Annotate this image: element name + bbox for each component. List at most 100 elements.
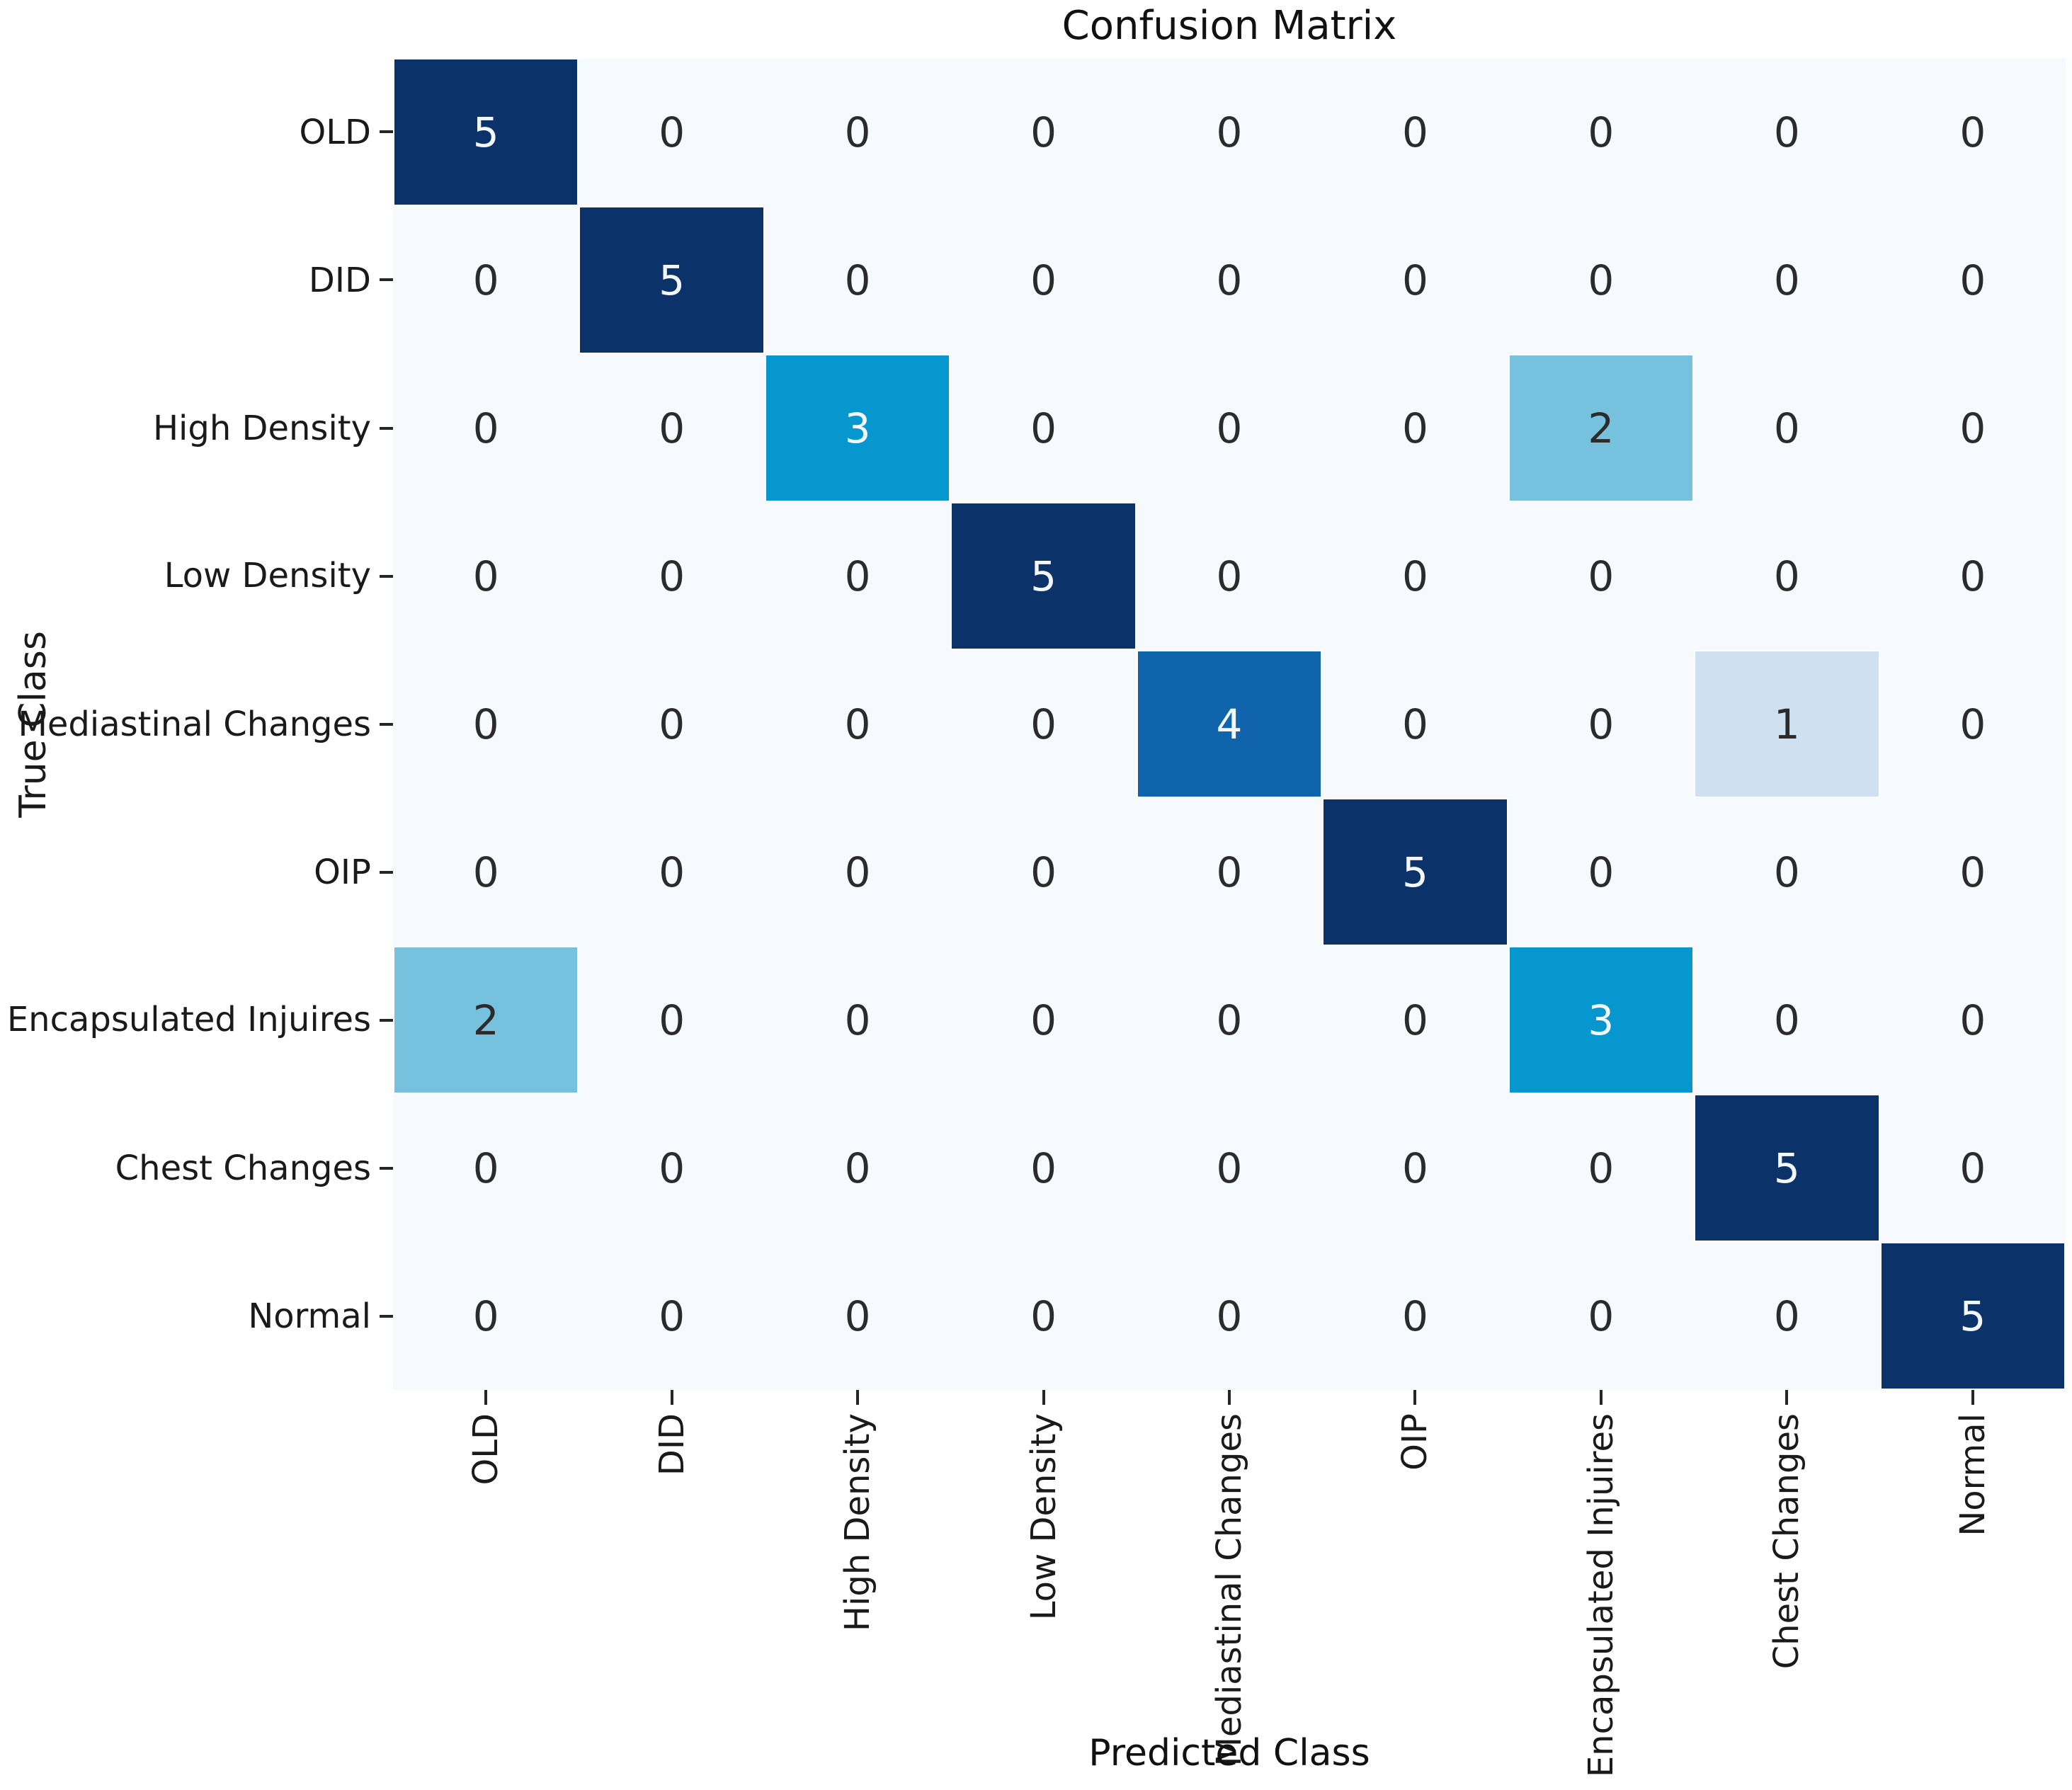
x-axis-tick-labels: OLD DID High Density Low Density Mediastinal… <box>393 1413 2066 1778</box>
matrix-cell: 0 <box>579 1094 765 1242</box>
matrix-cell: 0 <box>393 206 579 354</box>
matrix-cell: 0 <box>1508 798 1695 946</box>
matrix-cell: 0 <box>393 798 579 946</box>
matrix-cell: 0 <box>1694 502 1880 650</box>
matrix-cell: 0 <box>1879 58 2066 206</box>
x-tick-mark <box>856 1390 860 1405</box>
matrix-cell: 0 <box>1136 206 1323 354</box>
matrix-cell: 0 <box>1322 1094 1508 1242</box>
y-tick-label: Chest Changes <box>115 1148 371 1188</box>
matrix-cell: 0 <box>393 1094 579 1242</box>
matrix-cell: 0 <box>1136 798 1323 946</box>
y-tick-label: Normal <box>248 1296 371 1336</box>
matrix-cell: 0 <box>1322 946 1508 1094</box>
matrix-cell: 0 <box>579 502 765 650</box>
y-axis-tick-labels: OLD DID High Density Low Density Mediastinal… <box>0 58 371 1390</box>
matrix-cell: 0 <box>1694 798 1880 946</box>
matrix-cell: 0 <box>393 1242 579 1390</box>
matrix-cell: 0 <box>764 1094 951 1242</box>
x-tick-label: Low Density <box>1023 1413 1064 1621</box>
matrix-cell: 0 <box>1508 650 1695 798</box>
matrix-cell: 5 <box>950 502 1137 650</box>
matrix-cell: 0 <box>950 1094 1137 1242</box>
matrix-cell: 0 <box>1322 1242 1508 1390</box>
x-tick-label: High Density <box>838 1413 878 1632</box>
matrix-cell: 3 <box>1508 946 1695 1094</box>
y-tick-mark <box>380 1018 393 1022</box>
matrix-cell: 0 <box>1694 58 1880 206</box>
x-tick-label: Chest Changes <box>1767 1413 1807 1670</box>
matrix-cell: 0 <box>950 1242 1137 1390</box>
x-tick-label: Mediastinal Changes <box>1209 1413 1249 1767</box>
x-tick-mark <box>1971 1390 1974 1405</box>
matrix-cell: 0 <box>1879 502 2066 650</box>
matrix-cell: 5 <box>1322 798 1508 946</box>
y-tick-mark <box>380 1314 393 1318</box>
x-tick-mark <box>484 1390 488 1405</box>
y-tick-mark <box>380 1166 393 1170</box>
matrix-cell: 0 <box>950 650 1137 798</box>
matrix-cell: 0 <box>393 354 579 502</box>
matrix-cell: 3 <box>764 354 951 502</box>
matrix-cell: 1 <box>1694 650 1880 798</box>
x-tick-label: Normal <box>1952 1413 1993 1537</box>
y-tick-label: OLD <box>299 112 371 152</box>
x-tick-mark <box>1413 1390 1417 1405</box>
matrix-cell: 0 <box>1879 354 2066 502</box>
matrix-cell: 0 <box>1136 354 1323 502</box>
matrix-cell: 0 <box>1694 946 1880 1094</box>
y-tick-mark <box>380 426 393 430</box>
matrix-cell: 0 <box>1508 58 1695 206</box>
matrix-cell: 0 <box>1508 1242 1695 1390</box>
matrix-cell: 5 <box>1694 1094 1880 1242</box>
x-tick-mark <box>1228 1390 1231 1405</box>
y-axis-tick-marks <box>380 58 393 1390</box>
y-tick-label: Encapsulated Injuires <box>6 1000 371 1040</box>
y-tick-mark <box>380 722 393 726</box>
matrix-cell: 0 <box>579 354 765 502</box>
matrix-cell: 0 <box>1879 1094 2066 1242</box>
matrix-cell: 0 <box>579 1242 765 1390</box>
matrix-cell: 5 <box>1879 1242 2066 1390</box>
matrix-cell: 0 <box>1694 1242 1880 1390</box>
matrix-cell: 0 <box>1879 650 2066 798</box>
matrix-cell: 0 <box>1322 502 1508 650</box>
matrix-cell: 0 <box>579 650 765 798</box>
matrix-cell: 2 <box>1508 354 1695 502</box>
x-axis-title: Predicted Class <box>1088 1732 1370 1774</box>
y-tick-mark <box>380 278 393 282</box>
matrix-cell: 0 <box>1322 206 1508 354</box>
x-tick-mark <box>1042 1390 1045 1405</box>
y-tick-label: DID <box>308 260 371 300</box>
x-tick-label: Encapsulated Injuires <box>1581 1413 1621 1778</box>
matrix-cell: 0 <box>1508 206 1695 354</box>
matrix-cell: 0 <box>1136 1242 1323 1390</box>
y-tick-label: Low Density <box>164 556 371 596</box>
x-tick-mark <box>1785 1390 1789 1405</box>
matrix-cell: 0 <box>950 58 1137 206</box>
y-tick-label: OIP <box>314 852 371 892</box>
matrix-cell: 0 <box>579 798 765 946</box>
matrix-cell: 0 <box>1136 58 1323 206</box>
matrix-cell: 0 <box>1879 206 2066 354</box>
matrix-cell: 0 <box>579 946 765 1094</box>
y-tick-mark <box>380 870 393 874</box>
matrix-cell: 0 <box>764 58 951 206</box>
matrix-cell: 5 <box>579 206 765 354</box>
matrix-cell: 0 <box>950 206 1137 354</box>
y-tick-label: Mediastinal Changes <box>18 704 371 744</box>
matrix-cell: 0 <box>1508 1094 1695 1242</box>
y-tick-label: High Density <box>152 408 371 448</box>
matrix-cell: 0 <box>764 502 951 650</box>
matrix-cell: 0 <box>764 798 951 946</box>
matrix-cell: 0 <box>1879 798 2066 946</box>
matrix-cell: 0 <box>950 946 1137 1094</box>
matrix-cell: 0 <box>1322 58 1508 206</box>
chart-title: Confusion Matrix <box>1061 3 1397 49</box>
matrix-cell: 4 <box>1136 650 1323 798</box>
matrix-cell: 0 <box>764 946 951 1094</box>
matrix-cell: 0 <box>1136 1094 1323 1242</box>
matrix-cell: 0 <box>764 206 951 354</box>
matrix-cell: 2 <box>393 946 579 1094</box>
